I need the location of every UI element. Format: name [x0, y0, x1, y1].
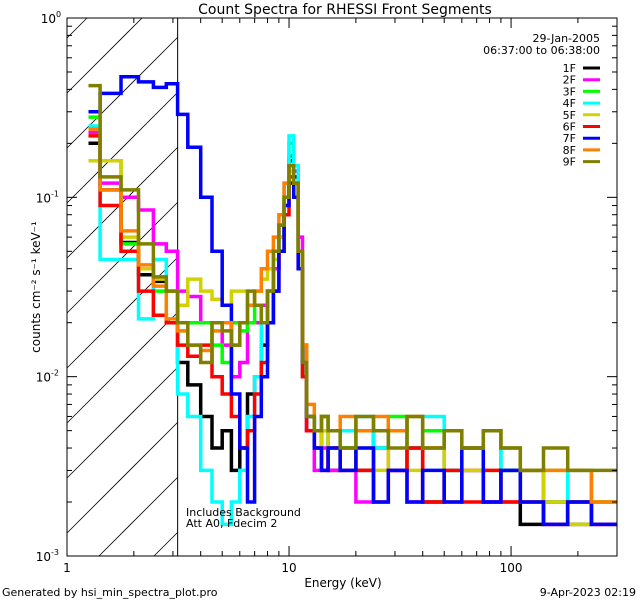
series-2F-line [88, 130, 617, 527]
y-tick-exponent: -1 [51, 189, 59, 198]
y-tick-label: 10 [36, 191, 51, 205]
legend-label-4F: 4F [563, 97, 576, 110]
legend-label-1F: 1F [563, 62, 576, 75]
y-tick-label: 10 [36, 371, 51, 385]
annotation-background: Includes Background [186, 506, 301, 519]
legend-label-9F: 9F [563, 156, 576, 169]
hatch-line [66, 312, 178, 424]
hatch-line [66, 422, 178, 534]
footer-timestamp: 9-Apr-2023 02:19 [540, 586, 636, 599]
legend-label-7F: 7F [563, 132, 576, 145]
series-9F-line [88, 83, 617, 473]
annotation-attenuator: Att A0, Fdecim 2 [186, 517, 277, 530]
x-tick-label: 10 [281, 561, 296, 575]
chart-title: Count Spectra for RHESSI Front Segments [198, 2, 492, 18]
plot-frame [66, 17, 618, 557]
y-tick-exponent: -3 [51, 548, 59, 557]
series-1F-line [88, 141, 617, 527]
time-range-label: 06:37:00 to 06:38:00 [483, 44, 600, 57]
hatch-line [98, 477, 178, 557]
series-6F-line [88, 134, 617, 527]
legend-label-3F: 3F [563, 85, 576, 98]
hatch-line [66, 367, 178, 479]
hatch-line [66, 92, 178, 204]
hatch-line [66, 257, 178, 369]
hatch-line [153, 532, 178, 557]
legend-label-5F: 5F [563, 109, 576, 122]
y-tick-exponent: -2 [51, 369, 59, 378]
legend-label-8F: 8F [563, 144, 576, 157]
y-tick-exponent: 0 [56, 10, 61, 19]
hatch-line [66, 202, 178, 314]
legend-label-2F: 2F [563, 74, 576, 87]
series-7F-line [88, 75, 617, 527]
series-4F-line [88, 124, 617, 527]
hatch-line [66, 17, 143, 94]
series-8F-line [88, 127, 617, 504]
footer-generated-by: Generated by hsi_min_spectra_plot.pro [2, 586, 218, 599]
date-label: 29-Jan-2005 [533, 32, 601, 45]
x-tick-label: 100 [500, 561, 523, 575]
legend-label-6F: 6F [563, 121, 576, 134]
x-tick-label: 1 [63, 561, 71, 575]
y-axis-label: counts cm⁻² s⁻¹ keV⁻¹ [29, 221, 43, 353]
y-tick-label: 10 [41, 12, 56, 26]
y-tick-label: 10 [36, 550, 51, 564]
x-axis-label: Energy (keV) [304, 576, 381, 590]
hatch-line [66, 17, 88, 39]
